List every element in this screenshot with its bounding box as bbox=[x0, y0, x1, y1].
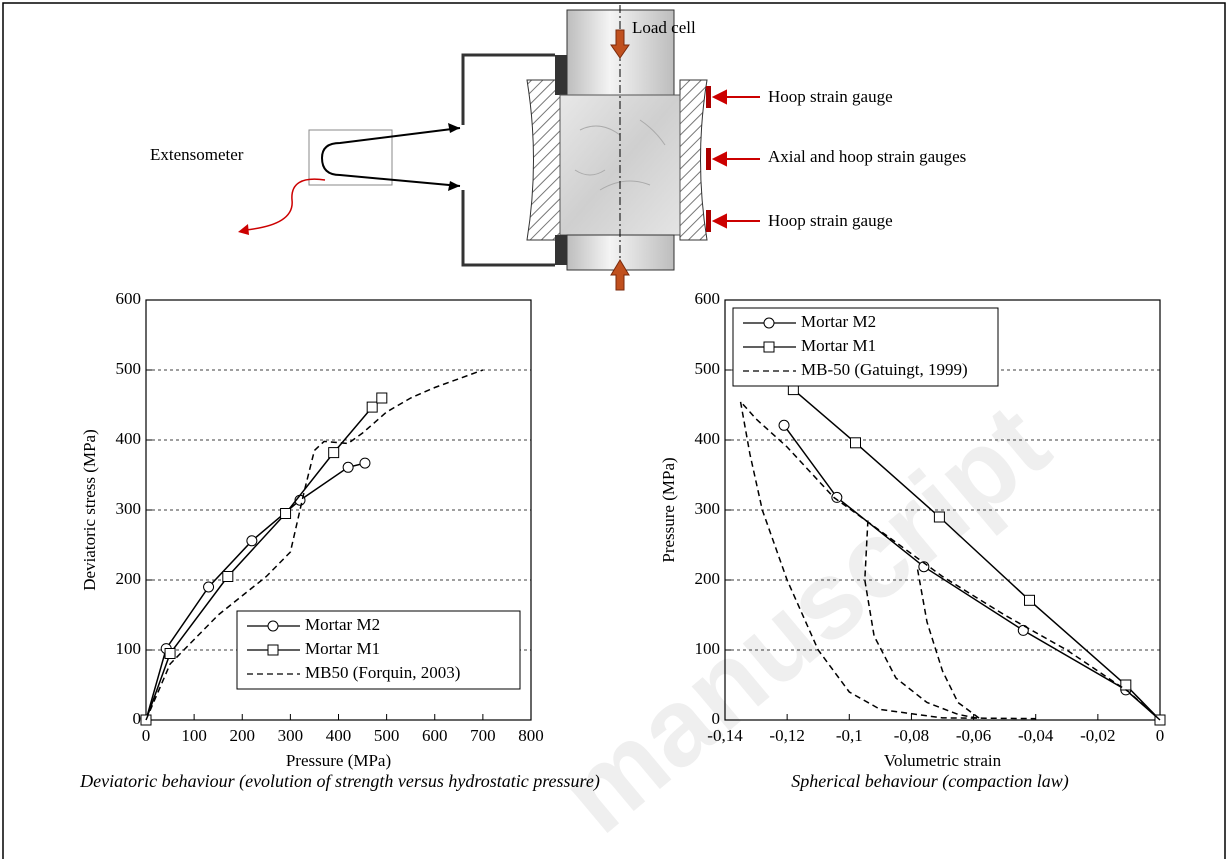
y-tick-label: 200 bbox=[695, 569, 721, 588]
x-tick-label: -0,14 bbox=[707, 726, 743, 745]
marker bbox=[1017, 624, 1029, 636]
legend-label: Mortar M1 bbox=[305, 639, 380, 658]
x-axis-label: Volumetric strain bbox=[884, 751, 1002, 770]
extensometer-tips bbox=[448, 123, 460, 191]
axes-frame bbox=[145, 299, 532, 721]
test-setup-diagram: Load cell Hoop strain gauge Axial and ho… bbox=[150, 5, 966, 291]
chart: 0 100 200 300 400 500 600 0 100 200 300 400 500 600 70… bbox=[80, 289, 544, 770]
legend-label: MB-50 (Gatuingt, 1999) bbox=[801, 360, 968, 379]
x-tick-label: 100 bbox=[181, 726, 207, 745]
x-tick-label: 300 bbox=[278, 726, 304, 745]
label: Load cell bbox=[632, 18, 696, 37]
marker bbox=[376, 392, 388, 404]
legend-label: Mortar M1 bbox=[801, 336, 876, 355]
x-tick-label: 700 bbox=[470, 726, 496, 745]
y-tick-label: 0 bbox=[712, 709, 721, 728]
gauge-top bbox=[706, 86, 711, 108]
marker bbox=[850, 437, 861, 449]
x-axis-label: Pressure (MPa) bbox=[286, 751, 391, 770]
y-tick-label: 0 bbox=[133, 709, 142, 728]
label: Axial and hoop strain gauges bbox=[768, 147, 966, 166]
marker bbox=[359, 457, 371, 469]
jacket-left bbox=[526, 79, 561, 241]
marker bbox=[246, 535, 258, 547]
y-tick-label: 600 bbox=[116, 289, 142, 308]
marker bbox=[831, 491, 843, 503]
y-axis-label: Deviatoric stress (MPa) bbox=[80, 429, 99, 590]
y-tick-label: 400 bbox=[695, 429, 721, 448]
y-tick-label: 100 bbox=[695, 639, 721, 658]
y-tick-label: 300 bbox=[116, 499, 142, 518]
x-tick-label: 400 bbox=[326, 726, 352, 745]
y-tick-label: 200 bbox=[116, 569, 142, 588]
x-tick-label: -0,08 bbox=[894, 726, 929, 745]
y-tick-label: 100 bbox=[116, 639, 142, 658]
cable bbox=[244, 178, 326, 231]
legend-marker bbox=[267, 620, 279, 632]
label: Hoop strain gauge bbox=[768, 87, 893, 106]
load-arrow-bottom bbox=[610, 259, 630, 291]
series-line bbox=[739, 399, 1161, 721]
legend-marker bbox=[763, 341, 775, 353]
jacket-right bbox=[679, 79, 708, 241]
bottom-clamp bbox=[555, 235, 567, 265]
label: Extensometer bbox=[150, 145, 244, 164]
x-tick-label: -0,12 bbox=[769, 726, 804, 745]
x-tick-label: 500 bbox=[374, 726, 400, 745]
extensometer-arms bbox=[461, 53, 555, 267]
y-tick-label: 300 bbox=[695, 499, 721, 518]
marker bbox=[366, 401, 378, 413]
x-tick-label: -0,06 bbox=[956, 726, 991, 745]
legend-label: Mortar M2 bbox=[801, 312, 876, 331]
marker bbox=[933, 511, 945, 523]
extensometer-clip bbox=[320, 127, 461, 187]
specimen-texture bbox=[574, 119, 666, 191]
series-line bbox=[783, 424, 1161, 721]
legend-label: Mortar M2 bbox=[305, 615, 380, 634]
y-tick-label: 500 bbox=[695, 359, 721, 378]
x-tick-label: -0,02 bbox=[1080, 726, 1115, 745]
x-tick-label: -0,04 bbox=[1018, 726, 1054, 745]
marker bbox=[222, 571, 234, 582]
marker bbox=[778, 419, 790, 431]
cable-arrow bbox=[238, 224, 249, 235]
x-tick-label: 200 bbox=[230, 726, 256, 745]
legend-marker bbox=[763, 317, 775, 329]
load-arrow-top bbox=[610, 29, 630, 59]
x-tick-label: 800 bbox=[518, 726, 544, 745]
chart: 0 100 200 300 400 500 600 -0,14 -0,12 -0,1 -0,08 -0… bbox=[659, 289, 1166, 770]
y-tick-label: 600 bbox=[695, 289, 721, 308]
series-line bbox=[792, 389, 1161, 721]
legend-marker bbox=[267, 644, 279, 656]
gauge-arrows bbox=[711, 89, 760, 229]
x-tick-label: -0,1 bbox=[836, 726, 863, 745]
x-tick-label: 0 bbox=[1156, 726, 1165, 745]
marker bbox=[328, 447, 340, 459]
marker bbox=[342, 461, 354, 473]
gauge-middle bbox=[706, 148, 711, 170]
top-clamp bbox=[555, 55, 567, 95]
extensometer-box bbox=[308, 129, 393, 186]
y-tick-label: 400 bbox=[116, 429, 142, 448]
gauge-bottom bbox=[706, 210, 711, 232]
marker bbox=[203, 581, 215, 593]
marker bbox=[1024, 594, 1035, 606]
x-tick-label: 600 bbox=[422, 726, 448, 745]
label: Hoop strain gauge bbox=[768, 211, 893, 230]
legend-label: MB50 (Forquin, 2003) bbox=[305, 663, 460, 682]
y-tick-label: 500 bbox=[116, 359, 142, 378]
caption: Deviatoric behaviour (evolution of stren… bbox=[80, 771, 600, 791]
marker bbox=[280, 508, 292, 519]
series-line bbox=[145, 369, 484, 721]
y-axis-label: Pressure (MPa) bbox=[659, 457, 678, 562]
x-tick-label: 0 bbox=[142, 726, 151, 745]
caption: Spherical behaviour (compaction law) bbox=[791, 771, 1069, 791]
marker bbox=[1120, 679, 1132, 691]
axes-frame bbox=[724, 299, 1161, 721]
marker bbox=[164, 648, 176, 659]
